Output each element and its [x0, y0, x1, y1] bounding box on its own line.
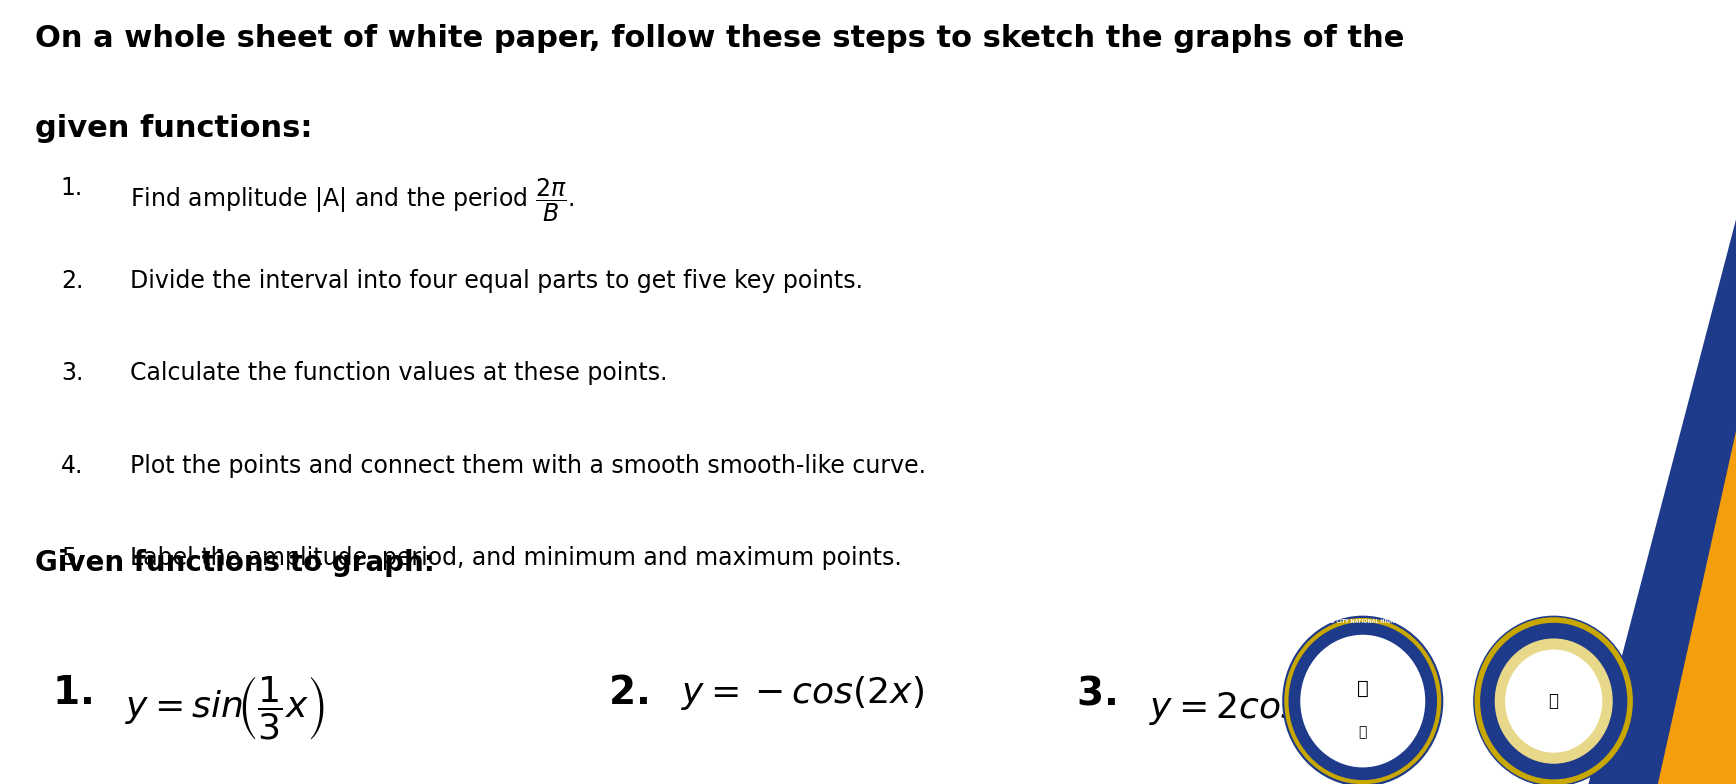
Text: Divide the interval into four equal parts to get five key points.: Divide the interval into four equal part…: [130, 269, 863, 293]
Text: 2.: 2.: [61, 269, 83, 293]
Text: 🕯️: 🕯️: [1549, 692, 1559, 710]
Circle shape: [1474, 616, 1634, 784]
Text: 📖: 📖: [1359, 725, 1366, 739]
Text: $y = sin\!\left(\dfrac{1}{3}x\right)$: $y = sin\!\left(\dfrac{1}{3}x\right)$: [125, 674, 325, 742]
Text: $y = 2cos\!\left(\dfrac{1}{2}x\right)$: $y = 2cos\!\left(\dfrac{1}{2}x\right)$: [1149, 674, 1380, 742]
Text: $\mathbf{1.}$: $\mathbf{1.}$: [52, 674, 92, 712]
Text: 🔦: 🔦: [1358, 679, 1368, 698]
Circle shape: [1505, 649, 1602, 753]
Text: Plot the points and connect them with a smooth smooth-like curve.: Plot the points and connect them with a …: [130, 454, 927, 478]
Text: Label the amplitude, period, and minimum and maximum points.: Label the amplitude, period, and minimum…: [130, 546, 903, 571]
Circle shape: [1495, 638, 1613, 764]
Text: given functions:: given functions:: [35, 114, 312, 143]
Text: 3.: 3.: [61, 361, 83, 386]
Text: On a whole sheet of white paper, follow these steps to sketch the graphs of the: On a whole sheet of white paper, follow …: [35, 24, 1404, 53]
Polygon shape: [1389, 220, 1736, 784]
Circle shape: [1283, 616, 1443, 784]
Text: $\mathbf{3.}$: $\mathbf{3.}$: [1076, 674, 1116, 712]
Text: 4.: 4.: [61, 454, 83, 478]
Text: Given functions to graph:: Given functions to graph:: [35, 549, 434, 577]
Text: $y = -cos(2x)$: $y = -cos(2x)$: [681, 674, 924, 712]
Text: 5.: 5.: [61, 546, 83, 571]
Text: Calculate the function values at these points.: Calculate the function values at these p…: [130, 361, 668, 386]
Text: SANTIAGO CITY NATIONAL HIGH SCHOOL: SANTIAGO CITY NATIONAL HIGH SCHOOL: [1307, 619, 1418, 624]
Text: Find amplitude |A| and the period $\dfrac{2\pi}{B}$.: Find amplitude |A| and the period $\dfra…: [130, 176, 575, 223]
Text: 1.: 1.: [61, 176, 83, 201]
Circle shape: [1300, 635, 1425, 768]
Text: $\mathbf{2.}$: $\mathbf{2.}$: [608, 674, 648, 712]
Polygon shape: [1536, 431, 1736, 784]
